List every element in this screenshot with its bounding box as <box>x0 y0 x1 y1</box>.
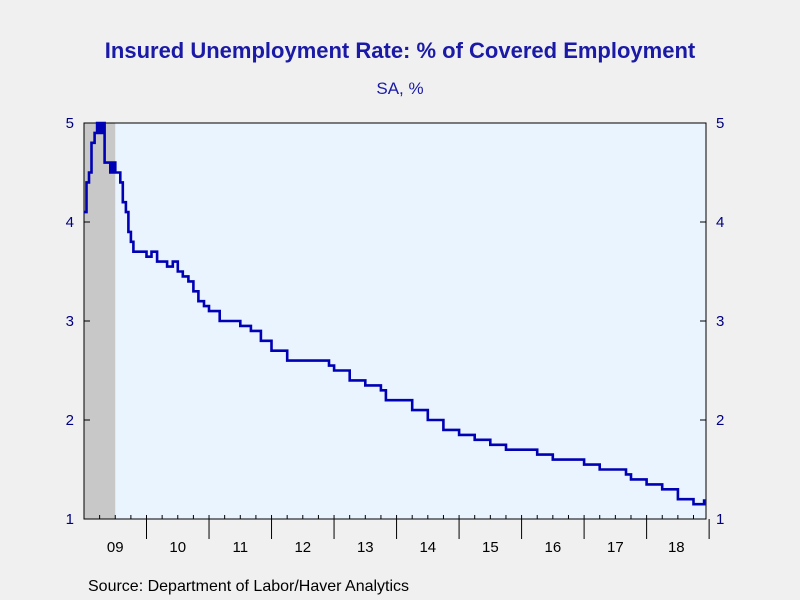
x-tick-label: 10 <box>169 539 186 556</box>
x-tick-label: 13 <box>357 539 374 556</box>
x-tick-label: 18 <box>668 539 685 556</box>
chart-title: Insured Unemployment Rate: % of Covered … <box>104 38 696 63</box>
y-tick-label-left: 4 <box>66 214 74 231</box>
source-note: Source: Department of Labor/Haver Analyt… <box>88 578 410 595</box>
plot-area <box>84 123 706 519</box>
y-tick-label-right: 1 <box>716 511 724 528</box>
x-tick-label: 09 <box>107 539 124 556</box>
series-line <box>84 121 706 506</box>
y-tick-label-right: 2 <box>716 412 724 429</box>
y-tick-label-right: 3 <box>716 313 724 330</box>
x-tick-label: 17 <box>607 539 624 556</box>
x-tick-label: 16 <box>545 539 562 556</box>
y-tick-label-right: 5 <box>716 115 724 132</box>
chart-subtitle: SA, % <box>376 79 424 98</box>
x-tick-label: 11 <box>232 539 248 556</box>
x-tick-label: 15 <box>482 539 499 556</box>
y-tick-label-left: 2 <box>66 412 74 429</box>
y-tick-label-right: 4 <box>716 214 724 231</box>
y-tick-label-left: 1 <box>66 511 74 528</box>
y-tick-label-left: 5 <box>66 115 74 132</box>
y-tick-label-left: 3 <box>66 313 74 330</box>
x-tick-label: 12 <box>294 539 311 556</box>
x-tick-label: 14 <box>419 539 436 556</box>
